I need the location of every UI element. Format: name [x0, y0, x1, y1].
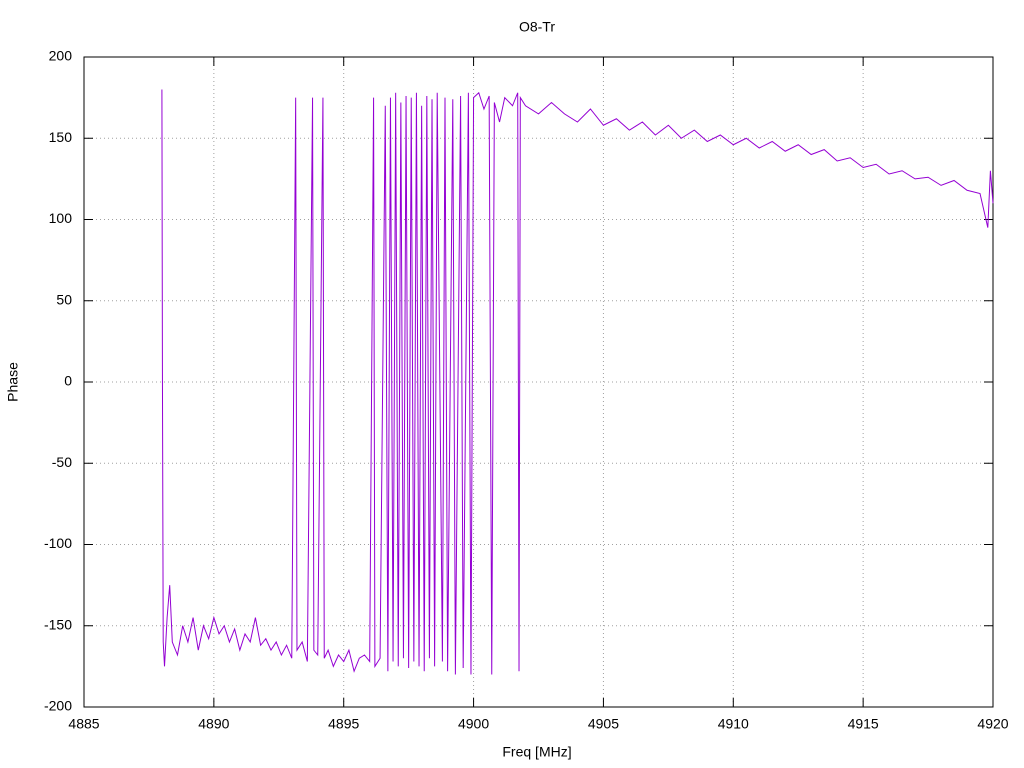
- x-tick-label: 4910: [718, 716, 749, 732]
- y-axis-label: Phase: [5, 362, 21, 402]
- x-axis-label: Freq [MHz]: [502, 744, 571, 760]
- y-tick-label: -200: [44, 698, 72, 714]
- y-tick-label: -100: [44, 535, 72, 551]
- x-tick-label: 4920: [977, 716, 1008, 732]
- y-tick-label: -150: [44, 616, 72, 632]
- x-tick-label: 4890: [198, 716, 229, 732]
- plot-frame: [83, 56, 994, 708]
- y-tick-label: 50: [56, 291, 72, 307]
- y-tick-label: 200: [49, 48, 73, 64]
- chart-title: O8-Tr: [519, 19, 555, 35]
- y-tick-label: 0: [64, 373, 72, 389]
- x-tick-label: 4905: [588, 716, 619, 732]
- x-tick-label: 4885: [68, 716, 99, 732]
- y-tick-label: -50: [52, 454, 72, 470]
- x-tick-label: 4895: [328, 716, 359, 732]
- y-tick-label: 150: [49, 129, 73, 145]
- y-tick-label: 100: [49, 210, 73, 226]
- data-line: [161, 89, 994, 675]
- x-tick-label: 4915: [848, 716, 879, 732]
- x-tick-label: 4900: [458, 716, 489, 732]
